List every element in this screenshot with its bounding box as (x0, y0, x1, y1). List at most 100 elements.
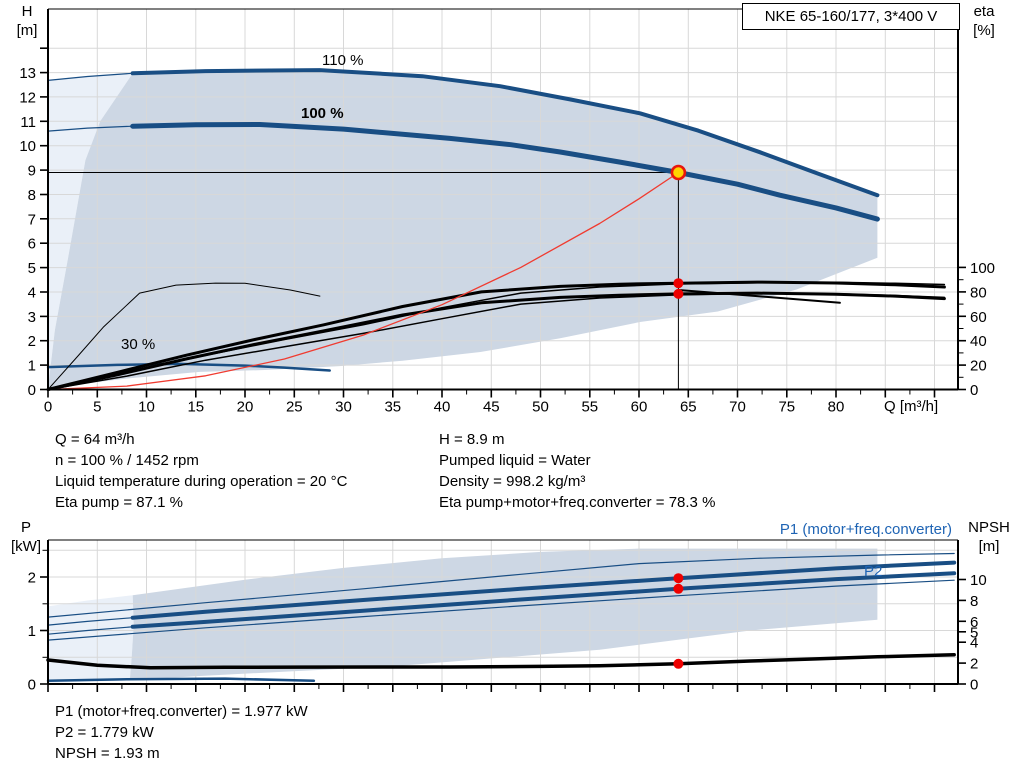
p-tick-label: 2 (28, 570, 36, 587)
series-eta-branch (677, 289, 841, 304)
eta-axis-title: eta [%] (962, 2, 1006, 40)
h-axis-title-line2: [m] (16, 22, 38, 39)
x-tick-label: 65 (680, 399, 697, 416)
h-tick-label: 6 (28, 236, 36, 253)
q-axis-title: Q [m³/h] (884, 398, 939, 415)
npsh-tick-label: 5 (970, 624, 978, 641)
x-tick-label: 20 (237, 399, 254, 416)
curve-label-30pct: 30 % (121, 336, 156, 353)
eta-tick-label: 40 (970, 333, 987, 350)
npsh-point (673, 658, 684, 669)
power-range (129, 548, 878, 681)
curve-label-p1: P1 (motor+freq.converter) (779, 521, 952, 538)
series-p-30pct (46, 677, 316, 683)
series-head-110pct (130, 68, 880, 198)
info-line-q: Q = 64 m³/h (55, 431, 135, 448)
h-tick-label: 4 (28, 285, 36, 302)
x-tick-label: 0 (44, 399, 52, 416)
performance-chart: 0 5 10 15 20 25 30 35 40 45 50 55 60 65 70 75 8001234567… (19, 8, 995, 416)
info-line-eta-pump: Eta pump = 87.1 % (55, 494, 183, 511)
info-line-n: n = 100 % / 1452 rpm (55, 452, 199, 469)
info-line-eta-total: Eta pump+motor+freq.converter = 78.3 % (439, 494, 716, 511)
h-tick-label: 3 (28, 309, 36, 326)
x-tick-label: 25 (286, 399, 303, 416)
series-head-100pct-lead (47, 125, 134, 132)
eta-tick-label: 0 (970, 382, 978, 399)
power-npsh-chart: 0 1 2 0 2 456 8 10 (28, 539, 987, 694)
x-tick-label: 50 (532, 399, 549, 416)
h-axis-title: H [m] (6, 2, 48, 40)
eta-tick-label: 20 (970, 358, 987, 375)
series-eta-pump (46, 280, 946, 391)
info-line-npsh: NPSH = 1.93 m (55, 745, 160, 762)
h-axis-title-line1: H (21, 3, 33, 20)
pump-title-box: NKE 65-160/177, 3*400 V (742, 3, 960, 30)
curve-label-p2: P2 (864, 563, 883, 580)
series-eta-30pct (47, 282, 321, 390)
series-p1-lead (47, 617, 134, 626)
npsh-tick-label: 10 (970, 572, 987, 589)
speed-range-light (48, 73, 133, 389)
curve-label-110pct: 110 % (322, 52, 364, 69)
eta-axis-title-line1: eta (973, 3, 995, 20)
p1-point (673, 573, 684, 584)
speed-range (48, 70, 878, 388)
p-tick-label: 1 (28, 623, 36, 640)
h-tick-label: 9 (28, 163, 36, 180)
series-p-upper-110 (47, 552, 955, 618)
x-tick-label: 30 (335, 399, 352, 416)
x-tick-label: 40 (434, 399, 451, 416)
eta-total-point (673, 288, 684, 299)
eta-axis-title-line2: [%] (973, 22, 995, 39)
h-tick-label: 11 (20, 114, 36, 131)
x-tick-label: 15 (187, 399, 204, 416)
series-p1 (130, 560, 957, 620)
npsh-tick-label: 2 (970, 656, 978, 673)
x-tick-label: 45 (483, 399, 500, 416)
x-tick-label: 80 (828, 399, 845, 416)
eta-tick-label: 80 (970, 284, 987, 301)
eta-tick-label: 60 (970, 309, 987, 326)
series-eta-total (46, 291, 946, 391)
series-system-curve (47, 171, 680, 391)
eta-pump-point (673, 278, 684, 289)
info-line-h: H = 8.9 m (439, 431, 505, 448)
h-tick-label: 12 (19, 89, 36, 106)
power-info: P1 (motor+freq.converter) = 1.977 kW P2 … (55, 701, 308, 764)
curve-label-100pct: 100 % (301, 105, 344, 122)
series-p-lower-110 (47, 579, 955, 641)
x-tick-label: 10 (138, 399, 155, 416)
info-line-p1: P1 (motor+freq.converter) = 1.977 kW (55, 703, 308, 720)
npsh-tick-label: 6 (970, 614, 978, 631)
npsh-axis-title-line1: NPSH (968, 519, 1010, 536)
h-tick-label: 7 (28, 211, 36, 228)
info-line-p2: P2 = 1.779 kW (55, 724, 154, 741)
x-tick-label: 55 (581, 399, 598, 416)
info-line-liquid: Pumped liquid = Water (439, 452, 591, 469)
series-p2-lead (47, 626, 134, 635)
pump-title: NKE 65-160/177, 3*400 V (764, 8, 938, 25)
p-axis-title-line1: P (20, 519, 31, 536)
npsh-tick-label: 4 (970, 635, 978, 652)
h-tick-label: 2 (28, 333, 36, 350)
h-tick-label: 5 (28, 260, 36, 277)
x-tick-label: 5 (93, 399, 101, 416)
duty-info-right: H = 8.9 m Pumped liquid = Water Density … (439, 429, 715, 513)
p-axis-title: P [kW] (4, 518, 48, 556)
x-tick-label: 70 (729, 399, 746, 416)
h-tick-label: 0 (28, 382, 36, 399)
series-head-100pct (130, 122, 880, 222)
npsh-axis-title: NPSH [m] (960, 518, 1018, 556)
p-tick-label: 0 (28, 677, 36, 694)
npsh-axis-title-line2: [m] (978, 538, 1000, 555)
p-axis-title-line2: [kW] (11, 538, 41, 555)
series-head-110pct-lead (47, 72, 134, 81)
duty-point (670, 164, 687, 181)
x-tick-label: 35 (384, 399, 401, 416)
npsh-tick-label: 8 (970, 593, 978, 610)
h-tick-label: 1 (28, 358, 36, 375)
series-p2 (130, 571, 957, 629)
info-line-temperature: Liquid temperature during operation = 20… (55, 473, 348, 490)
